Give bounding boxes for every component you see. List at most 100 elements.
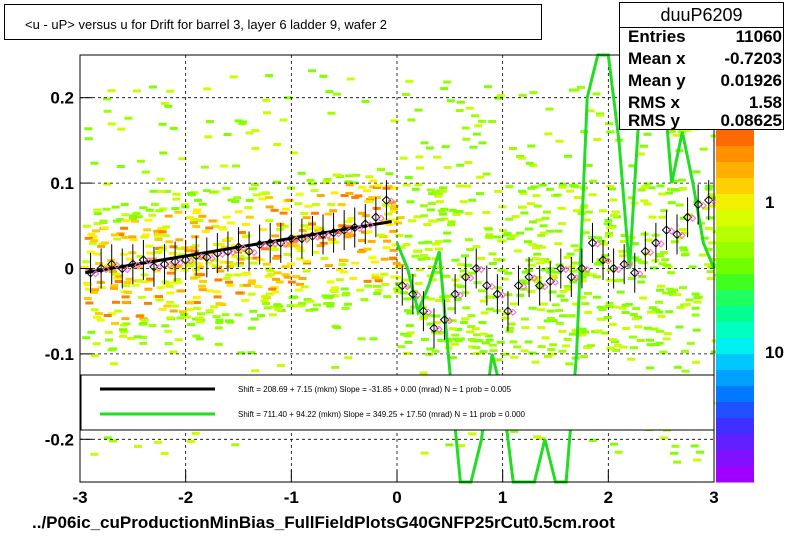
density-cell [148, 85, 157, 89]
density-cell [225, 237, 234, 241]
density-cell [437, 338, 446, 342]
density-cell [211, 258, 220, 262]
density-cell [673, 365, 682, 369]
density-cell [113, 219, 121, 223]
density-cell [108, 270, 117, 274]
density-cell [539, 231, 548, 235]
density-cell [618, 254, 627, 258]
density-cell [629, 346, 638, 350]
density-cell [710, 134, 719, 138]
profile-point [608, 263, 619, 274]
density-cell [165, 284, 174, 288]
density-cell [281, 265, 290, 269]
density-cell [114, 309, 123, 313]
density-cell [680, 248, 689, 252]
density-cell [357, 250, 366, 254]
density-cell [700, 236, 709, 240]
density-cell [647, 186, 656, 190]
density-cell [245, 215, 254, 219]
density-cell [120, 226, 129, 230]
profile-point [244, 246, 254, 257]
profile-point [223, 246, 233, 257]
density-cell [93, 315, 101, 319]
density-cell [489, 349, 498, 353]
density-cell [461, 317, 470, 321]
density-cell [570, 184, 579, 188]
density-cell [702, 206, 710, 210]
density-cell [121, 300, 130, 304]
density-cell [516, 294, 525, 298]
density-cell [537, 345, 546, 349]
profile-point-alt [414, 291, 422, 299]
density-cell [420, 451, 429, 455]
density-cell [162, 282, 171, 286]
density-cell [260, 295, 269, 299]
density-cell [403, 351, 412, 355]
density-cell [710, 350, 719, 354]
density-cell [660, 209, 669, 213]
density-cell [169, 350, 178, 354]
density-cell [665, 310, 674, 314]
density-cell [688, 265, 697, 269]
density-cell [417, 257, 426, 261]
density-cell [174, 338, 183, 342]
density-cell [337, 203, 346, 207]
density-cell [581, 330, 590, 334]
x-tick-label: 3 [709, 488, 718, 507]
density-cell [346, 77, 355, 81]
density-cell [461, 254, 469, 258]
density-cell [230, 244, 239, 248]
density-cell [155, 209, 164, 213]
density-cell [563, 256, 572, 259]
density-cell [374, 279, 383, 283]
density-cell [510, 355, 519, 359]
density-cell [529, 164, 538, 167]
density-cell [627, 277, 636, 280]
profile-point [460, 272, 471, 282]
profile-point-alt [540, 282, 549, 291]
density-cell [196, 265, 205, 269]
density-cell [415, 155, 424, 159]
density-cell [363, 247, 372, 251]
density-cell [273, 303, 282, 307]
density-cell [659, 350, 668, 354]
density-cell [439, 186, 448, 190]
density-cell [494, 189, 503, 193]
density-cell [420, 214, 429, 218]
density-cell [144, 218, 153, 222]
density-cell [620, 234, 629, 238]
density-cell [268, 313, 277, 317]
density-cell [326, 295, 335, 298]
density-cell [431, 242, 440, 246]
density-cell [329, 241, 337, 244]
density-cell [143, 228, 152, 232]
density-cell [555, 139, 564, 143]
density-cell [536, 261, 545, 265]
density-cell [89, 235, 98, 239]
density-cell [349, 181, 358, 185]
density-cell [530, 185, 539, 189]
profile-point [682, 212, 693, 222]
density-cell [83, 297, 92, 300]
density-cell [707, 265, 716, 269]
density-cell [369, 179, 378, 183]
density-cell [584, 163, 593, 167]
stats-value: 11060 [735, 27, 782, 46]
density-cell [357, 337, 366, 341]
density-cell [162, 225, 171, 229]
profile-point [265, 238, 275, 248]
density-cell [404, 234, 413, 238]
profile-point [408, 289, 418, 299]
colorbar-label: 1 [765, 193, 774, 212]
density-cell [215, 320, 224, 324]
density-cell [646, 366, 655, 370]
density-cell [698, 253, 707, 257]
palette-cell [716, 146, 754, 163]
density-cell [197, 312, 205, 316]
density-cell [316, 194, 325, 197]
density-cell [340, 287, 349, 291]
density-cell [581, 231, 590, 235]
density-cell [555, 309, 563, 312]
density-cell [222, 186, 231, 190]
palette-cell [716, 178, 754, 195]
